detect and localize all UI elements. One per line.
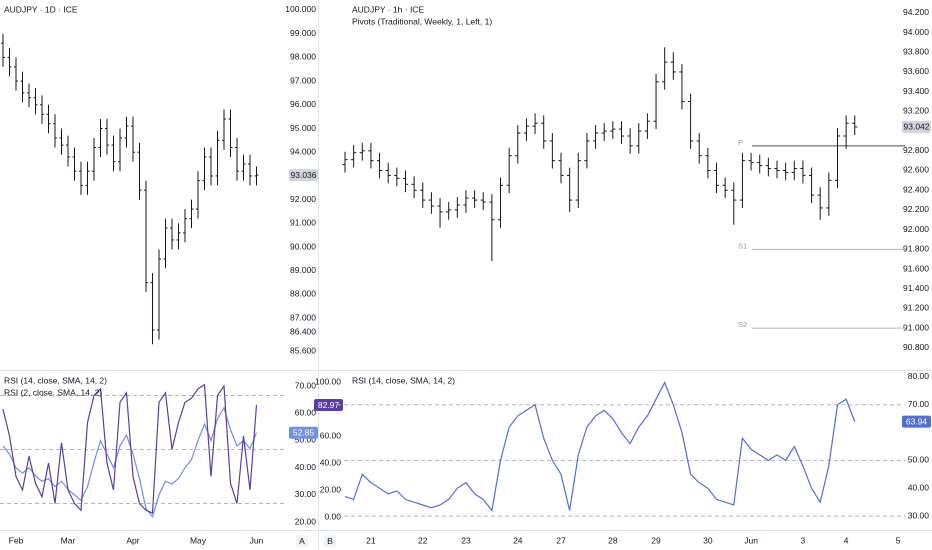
last-value-label: 52.85 bbox=[293, 427, 315, 437]
last-value-box bbox=[314, 399, 343, 412]
x-tick-label: Jun bbox=[744, 535, 758, 545]
y-tick-label: 91.000 bbox=[903, 322, 929, 332]
y-tick-label: 50.00 bbox=[295, 435, 317, 445]
chart-subtitle: Pivots (Traditional, Weekly, 1, Left, 1) bbox=[352, 16, 492, 26]
y-tick-label: 93.800 bbox=[903, 46, 929, 56]
y-tick-label: 91.600 bbox=[903, 263, 929, 273]
y-tick-label: 60.00 bbox=[295, 408, 317, 418]
y-tick-label: 60.00 bbox=[320, 430, 342, 440]
rsi-line bbox=[2, 383, 258, 514]
last-value-label: 93.042 bbox=[904, 122, 930, 132]
y-tick-label: 96.000 bbox=[290, 99, 316, 109]
last-value-label: 82.97 bbox=[318, 400, 340, 410]
y-tick-label: 92.200 bbox=[903, 204, 929, 214]
rsi-line bbox=[344, 381, 856, 512]
x-tick-label: Mar bbox=[61, 535, 76, 545]
y-tick-label: 94.200 bbox=[903, 7, 929, 17]
x-tick-label: Apr bbox=[126, 535, 139, 545]
pivot-label: P bbox=[738, 138, 743, 147]
last-value-box bbox=[289, 169, 318, 182]
y-tick-label: 90.800 bbox=[903, 342, 929, 352]
x-tick-label: Feb bbox=[9, 535, 24, 545]
last-value-label: 93.036 bbox=[291, 170, 317, 180]
last-value-box bbox=[902, 415, 931, 428]
y-tick-label: 95.000 bbox=[290, 123, 316, 133]
y-tick-label: 92.000 bbox=[290, 194, 316, 204]
y-tick-label: 85.600 bbox=[290, 346, 316, 356]
chart-title: AUDJPY · 1D · ICE bbox=[4, 4, 78, 14]
y-tick-label: 20.00 bbox=[320, 484, 342, 494]
legend-entry: RSI (14, close, SMA, 14, 2) bbox=[352, 375, 455, 385]
y-tick-label: 50.00 bbox=[908, 455, 930, 465]
x-tick-label: 27 bbox=[556, 535, 566, 545]
y-tick-label: 70.00 bbox=[908, 399, 930, 409]
x-tick-label: 29 bbox=[651, 535, 661, 545]
x-tick-label: 28 bbox=[608, 535, 618, 545]
y-tick-label: 40.00 bbox=[295, 462, 317, 472]
pivot-label: S2 bbox=[738, 320, 747, 329]
x-tick-label: 4 bbox=[844, 535, 849, 545]
y-tick-label: 100.00 bbox=[315, 376, 341, 386]
last-value-box bbox=[289, 426, 318, 439]
y-tick-label: 91.800 bbox=[903, 244, 929, 254]
y-tick-label: 93.600 bbox=[903, 66, 929, 76]
scale-button[interactable] bbox=[324, 535, 336, 547]
chart-title: AUDJPY · 1h · ICE bbox=[352, 4, 424, 14]
y-tick-label: 40.00 bbox=[908, 483, 930, 493]
y-tick-label: 91.000 bbox=[290, 218, 316, 228]
legend-entry: RSI (2, close, SMA, 14, 2) bbox=[4, 387, 102, 397]
y-tick-label: 91.400 bbox=[903, 283, 929, 293]
y-tick-label: 94.000 bbox=[903, 27, 929, 37]
y-tick-label: 100.000 bbox=[285, 4, 316, 14]
y-tick-label: 70.00 bbox=[295, 380, 317, 390]
x-tick-label: May bbox=[190, 535, 207, 545]
y-tick-label: 94.000 bbox=[290, 146, 316, 156]
x-tick-label: 3 bbox=[801, 535, 806, 545]
y-tick-label: 99.000 bbox=[290, 28, 316, 38]
y-tick-label: 86.400 bbox=[290, 327, 316, 337]
y-tick-label: 92.400 bbox=[903, 184, 929, 194]
scale-button-label[interactable]: A bbox=[299, 536, 305, 546]
scale-button-label[interactable]: B bbox=[327, 536, 333, 546]
y-tick-label: 97.000 bbox=[290, 75, 316, 85]
y-tick-label: 93.200 bbox=[903, 106, 929, 116]
y-tick-label: 98.000 bbox=[290, 52, 316, 62]
y-tick-label: 89.000 bbox=[290, 265, 316, 275]
y-tick-label: 87.000 bbox=[290, 312, 316, 322]
x-tick-label: Jun bbox=[250, 535, 264, 545]
y-tick-label: 80.00 bbox=[908, 371, 930, 381]
x-tick-label: 24 bbox=[513, 535, 523, 545]
legend-entry: RSI (14, close, SMA, 14, 2) bbox=[4, 375, 107, 385]
y-tick-label: 0.00 bbox=[324, 511, 341, 521]
x-tick-label: 23 bbox=[461, 535, 471, 545]
y-tick-label: 92.800 bbox=[903, 145, 929, 155]
y-tick-label: 93.400 bbox=[903, 86, 929, 96]
y-tick-label: 20.00 bbox=[295, 516, 317, 526]
y-tick-label: 40.00 bbox=[320, 457, 342, 467]
y-tick-label: 90.000 bbox=[290, 241, 316, 251]
last-value-label: 63.94 bbox=[906, 416, 928, 426]
y-tick-label: 92.600 bbox=[903, 165, 929, 175]
pivot-label: S1 bbox=[738, 241, 747, 250]
y-tick-label: 88.000 bbox=[290, 289, 316, 299]
scale-button[interactable] bbox=[296, 535, 308, 547]
y-tick-label: 30.00 bbox=[295, 489, 317, 499]
x-tick-label: 21 bbox=[366, 535, 376, 545]
last-value-box bbox=[902, 120, 931, 133]
y-tick-label: 92.000 bbox=[903, 224, 929, 234]
y-tick-label: 30.00 bbox=[908, 510, 930, 520]
y-tick-label: 91.200 bbox=[903, 303, 929, 313]
x-tick-label: 30 bbox=[703, 535, 713, 545]
x-tick-label: 22 bbox=[418, 535, 428, 545]
x-tick-label: 5 bbox=[896, 535, 901, 545]
